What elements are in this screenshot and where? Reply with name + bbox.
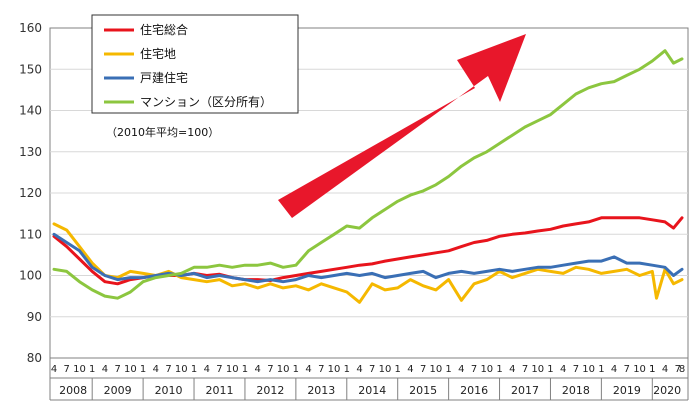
x-month-tick-label: 7 bbox=[165, 364, 171, 375]
x-year-label: 2017 bbox=[511, 384, 539, 397]
x-year-label: 2018 bbox=[562, 384, 590, 397]
x-month-tick-label: 10 bbox=[277, 364, 290, 375]
x-month-tick-label: 4 bbox=[509, 364, 515, 375]
trend-arrow bbox=[278, 34, 526, 218]
y-axis: 80 90 100 110 120 130 140 150 160 bbox=[19, 21, 42, 365]
x-month-tick-label: 4 bbox=[204, 364, 210, 375]
x-month-tick-label: 4 bbox=[51, 364, 57, 375]
x-month-tick-label: 7 bbox=[573, 364, 579, 375]
y-tick-label: 100 bbox=[19, 269, 42, 283]
y-tick-label: 110 bbox=[19, 227, 42, 241]
x-year-label: 2011 bbox=[205, 384, 233, 397]
legend-label: 住宅総合 bbox=[140, 22, 188, 37]
x-month-tick-label: 1 bbox=[344, 364, 350, 375]
x-month-tick-label: 1 bbox=[598, 364, 604, 375]
x-month-tick-label: 4 bbox=[102, 364, 108, 375]
x-month-tick-label: 7 bbox=[624, 364, 630, 375]
y-tick-label: 150 bbox=[19, 62, 42, 76]
index-note: （2010年平均=100） bbox=[106, 125, 219, 139]
x-month-tick-label: 7 bbox=[675, 364, 681, 375]
y-tick-label: 140 bbox=[19, 104, 42, 118]
x-month-tick-label: 7 bbox=[369, 364, 375, 375]
x-month-tick-label: 1 bbox=[649, 364, 655, 375]
x-month-tick-label: 1 bbox=[649, 364, 655, 375]
x-month-tick-label: 1 bbox=[395, 364, 401, 375]
x-year-label: 2020 bbox=[653, 384, 681, 397]
x-month-tick-label: 1 bbox=[496, 364, 502, 375]
y-tick-label: 120 bbox=[19, 186, 42, 200]
y-tick-label: 160 bbox=[19, 21, 42, 35]
legend-label: マンション（区分所有） bbox=[140, 95, 272, 109]
x-month-tick-label: 1 bbox=[89, 364, 95, 375]
y-tick-label: 130 bbox=[19, 145, 42, 159]
x-month-tick-label: 10 bbox=[379, 364, 392, 375]
x-month-tick-label: 1 bbox=[445, 364, 451, 375]
x-year-label: 2012 bbox=[256, 384, 284, 397]
legend-label: 住宅地 bbox=[140, 46, 176, 61]
x-month-tick-label: 4 bbox=[611, 364, 617, 375]
x-month-tick-label: 7 bbox=[318, 364, 324, 375]
x-month-tick-label: 4 bbox=[356, 364, 362, 375]
x-month-tick-label: 10 bbox=[531, 364, 544, 375]
x-year-label: 2019 bbox=[613, 384, 641, 397]
x-month-tick-label: 10 bbox=[328, 364, 341, 375]
x-month-tick-label: 7 bbox=[420, 364, 426, 375]
x-month-tick-label: 4 bbox=[458, 364, 464, 375]
x-month-tick-label: 7 bbox=[216, 364, 222, 375]
x-month-tick-label: 4 bbox=[407, 364, 413, 375]
x-month-tick-label: 10 bbox=[633, 364, 646, 375]
series-line bbox=[52, 49, 684, 300]
x-month-tick-label: 10 bbox=[73, 364, 86, 375]
x-month-tick-label: 10 bbox=[430, 364, 443, 375]
x-year-label: 2009 bbox=[104, 384, 132, 397]
x-month-tick-label: 1 bbox=[293, 364, 299, 375]
series-layer bbox=[52, 49, 684, 304]
x-month-tick-label: 7 bbox=[267, 364, 273, 375]
x-month-tick-label: 4 bbox=[254, 364, 260, 375]
x-month-tick-label: 4 bbox=[560, 364, 566, 375]
x-month-tick-label: 1 bbox=[140, 364, 146, 375]
x-year-label: 2008 bbox=[59, 384, 87, 397]
x-month-tick-label: 1 bbox=[547, 364, 553, 375]
x-year-label: 2010 bbox=[155, 384, 183, 397]
legend-label: 戸建住宅 bbox=[140, 70, 188, 85]
x-month-tick-label: 7 bbox=[471, 364, 477, 375]
x-month-tick-label: 10 bbox=[582, 364, 595, 375]
x-month-tick-label: 7 bbox=[64, 364, 70, 375]
x-month-tick-label: 4 bbox=[662, 364, 668, 375]
x-month-tick-label: 10 bbox=[226, 364, 239, 375]
x-month-tick-label: 10 bbox=[480, 364, 493, 375]
x-month-tick-label: 7 bbox=[522, 364, 528, 375]
x-year-label: 2015 bbox=[409, 384, 437, 397]
x-month-tick-label: 4 bbox=[305, 364, 311, 375]
x-month-tick-label: 4 bbox=[153, 364, 159, 375]
x-month-tick-label: 7 bbox=[114, 364, 120, 375]
x-year-label: 2013 bbox=[307, 384, 335, 397]
x-year-label: 2014 bbox=[358, 384, 386, 397]
x-month-tick-label: 8 bbox=[679, 364, 685, 375]
x-month-tick-label: 1 bbox=[191, 364, 197, 375]
x-month-tick-label: 10 bbox=[175, 364, 188, 375]
x-month-tick-label: 1 bbox=[242, 364, 248, 375]
x-year-label: 2016 bbox=[460, 384, 488, 397]
x-month-tick-label: 10 bbox=[124, 364, 137, 375]
y-tick-label: 90 bbox=[27, 310, 42, 324]
y-tick-label: 80 bbox=[27, 351, 42, 365]
series-line bbox=[52, 232, 684, 284]
